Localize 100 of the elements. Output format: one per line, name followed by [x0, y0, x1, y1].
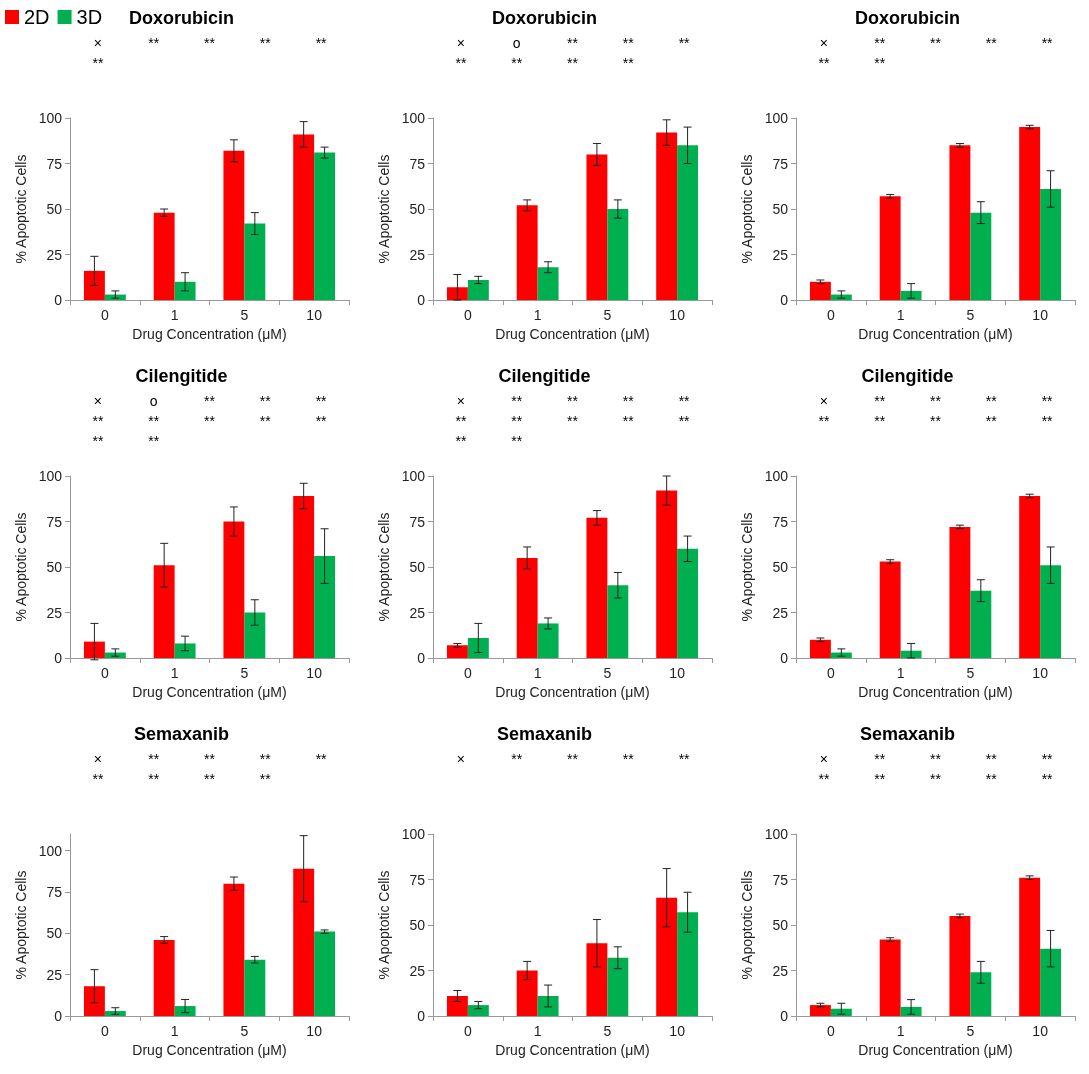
y-tick-label: 0	[417, 292, 426, 308]
text: **	[92, 433, 104, 449]
text: **	[455, 55, 467, 71]
legend-label: 3D	[76, 6, 103, 28]
bar	[949, 145, 971, 300]
bar	[244, 612, 266, 658]
text: **	[315, 393, 328, 409]
y-tick-label: 50	[46, 201, 63, 217]
y-tick-label: 50	[46, 559, 63, 575]
text: **	[259, 35, 272, 51]
text: **	[622, 55, 635, 71]
x-tick-label: 1	[896, 665, 905, 681]
bar	[656, 132, 678, 300]
x-tick-label: 0	[826, 307, 835, 323]
y-tick-label: 0	[780, 650, 789, 666]
bar	[809, 281, 831, 300]
text: **	[567, 751, 579, 767]
text: **	[148, 413, 160, 429]
y-axis-title: % Apoptotic Cells	[375, 870, 392, 980]
x-axis-title: Drug Concentration (μM)	[132, 683, 287, 700]
text: **	[148, 771, 160, 787]
bar	[314, 152, 336, 300]
y-tick-label: 100	[764, 826, 789, 842]
text: **	[1041, 393, 1054, 409]
x-tick-label: 5	[240, 665, 249, 681]
text: **	[455, 433, 467, 449]
text: **	[204, 751, 216, 767]
y-tick-label: 25	[772, 246, 789, 263]
bar	[223, 883, 245, 1016]
text: o	[512, 35, 521, 51]
x-tick-label: 10	[306, 665, 323, 681]
text: **	[148, 35, 160, 51]
bar	[467, 1005, 489, 1016]
text: **	[204, 35, 216, 51]
y-tick-label: 50	[772, 559, 789, 575]
bar	[1019, 127, 1041, 300]
bar	[1019, 877, 1041, 1016]
text: **	[1041, 413, 1054, 429]
bar	[879, 196, 901, 300]
y-tick-label: 25	[409, 246, 426, 263]
bar	[83, 986, 105, 1016]
bar	[83, 641, 105, 658]
text: **	[985, 771, 998, 787]
bar	[970, 590, 992, 658]
bar	[830, 1008, 852, 1016]
legend-label: 2D	[24, 6, 50, 28]
text: **	[511, 55, 523, 71]
text: **	[818, 771, 830, 787]
x-tick-label: 10	[1032, 307, 1049, 323]
bar	[1040, 565, 1062, 658]
text: **	[622, 35, 635, 51]
bar	[223, 150, 245, 300]
x-tick-label: 1	[533, 1023, 542, 1039]
bar	[314, 556, 336, 658]
y-tick-label: 50	[409, 559, 426, 575]
y-tick-label: 25	[46, 246, 63, 263]
chart-title: Doxorubicin	[128, 8, 235, 28]
bar	[949, 915, 971, 1016]
bar	[1040, 948, 1062, 1016]
bar	[516, 557, 538, 658]
text: **	[622, 393, 635, 409]
text: **	[874, 55, 886, 71]
x-tick-label: 10	[1032, 665, 1049, 681]
bar	[607, 585, 629, 658]
text: **	[678, 393, 691, 409]
x-tick-label: 10	[669, 307, 686, 323]
text: **	[567, 413, 579, 429]
text: **	[511, 413, 523, 429]
bar	[879, 939, 901, 1016]
text: **	[315, 35, 328, 51]
x-tick-label: 5	[240, 307, 249, 323]
bar	[586, 943, 608, 1016]
bar	[607, 957, 629, 1016]
x-axis-title: Drug Concentration (μM)	[495, 683, 650, 700]
x-tick-label: 10	[306, 307, 323, 323]
text: **	[622, 751, 635, 767]
x-tick-label: 5	[240, 1023, 249, 1039]
chart-title: Cilengitide	[861, 366, 954, 386]
bar	[656, 490, 678, 658]
x-tick-label: 1	[896, 307, 905, 323]
text: **	[455, 413, 467, 429]
text: **	[92, 413, 104, 429]
bar	[656, 897, 678, 1016]
y-axis-title: % Apoptotic Cells	[738, 870, 755, 980]
bar	[174, 643, 196, 658]
y-axis-title: % Apoptotic Cells	[12, 870, 29, 980]
text: **	[874, 771, 886, 787]
text: **	[622, 413, 635, 429]
y-tick-label: 50	[409, 201, 426, 217]
text: **	[511, 751, 523, 767]
y-tick-label: 0	[417, 650, 426, 666]
bar	[244, 223, 266, 300]
text: **	[930, 413, 942, 429]
bar	[879, 561, 901, 658]
y-tick-label: 25	[772, 962, 789, 979]
text: ×	[93, 35, 102, 51]
bar	[1019, 496, 1041, 658]
y-tick-label: 0	[54, 650, 63, 666]
y-tick-label: 75	[46, 155, 63, 172]
y-tick-label: 0	[54, 1008, 63, 1024]
